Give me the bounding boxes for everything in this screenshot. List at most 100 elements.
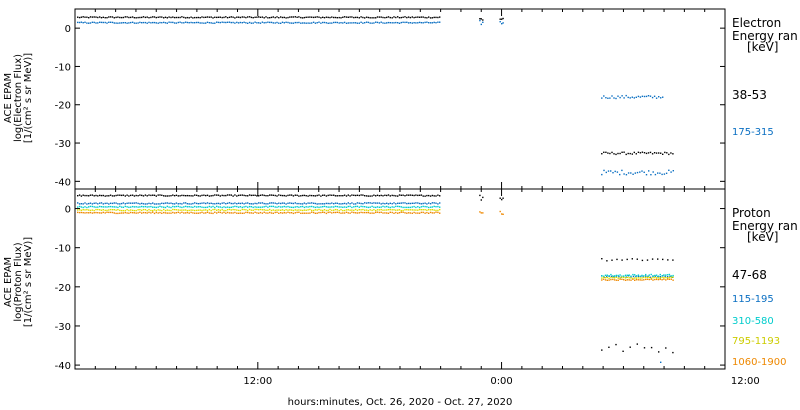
data-point [263,22,265,24]
data-point [250,209,253,211]
data-point [152,209,154,212]
data-point [144,205,147,208]
data-point [356,209,359,212]
data-point [395,195,397,197]
data-point [281,16,284,19]
data-point [194,22,196,24]
data-point [181,203,183,205]
data-point [146,16,148,18]
data-point [159,21,161,24]
data-point [601,153,603,155]
data-point [311,211,313,213]
data-point [606,279,608,281]
data-point [369,202,371,204]
data-point [292,202,295,205]
data-point [650,278,652,280]
data-point [398,205,401,208]
data-point [641,95,644,97]
data-point [345,206,348,208]
data-point [155,206,157,209]
data-point [188,203,190,205]
data-point [226,21,229,23]
data-point [637,151,640,153]
data-point [393,206,395,208]
data-point [338,16,340,19]
data-point [276,21,278,24]
data-point [362,211,364,214]
data-point [318,208,320,211]
data-point [602,276,605,278]
data-point [131,21,134,23]
data-point [84,16,86,18]
data-point [108,16,110,18]
data-point [636,343,638,345]
data-point [637,277,640,279]
data-point [393,209,395,211]
data-point [479,18,481,20]
data-point [225,212,227,214]
data-point [195,21,198,24]
data-point [177,211,179,213]
data-point [628,274,630,276]
data-point [201,16,203,18]
data-point [631,258,633,260]
data-point [331,209,333,212]
x-tick-label: 0:00 [490,376,512,387]
data-point [351,209,353,211]
data-point [312,16,315,19]
data-point [161,22,163,24]
data-point [300,16,302,19]
data-point [375,202,377,204]
data-point [380,208,382,211]
data-point [208,202,211,205]
data-point [234,205,236,208]
data-point [97,212,99,214]
data-point [137,16,139,19]
electron-y-label-line-2: log(Electron Flux) [13,54,24,142]
data-point [128,209,130,212]
data-point [175,194,178,196]
data-point [146,212,148,214]
data-point [245,202,247,204]
data-point [612,172,614,174]
data-point [265,212,267,214]
data-point [88,206,90,208]
data-point [343,202,346,205]
data-point [170,195,172,197]
data-point [194,212,196,214]
data-point [166,212,168,214]
data-point [371,212,373,214]
data-point [78,194,81,196]
data-point [655,278,658,281]
data-point [179,202,181,205]
data-point [395,203,397,205]
data-point [183,202,185,204]
data-point [342,212,344,214]
data-point [197,209,200,211]
proton-legend-entry-47-68: 47-68 [732,268,767,282]
data-point [435,16,437,19]
data-point [384,212,386,214]
data-point [100,17,103,19]
data-point [354,194,357,197]
data-point [347,209,349,211]
data-point [256,208,258,211]
data-point [109,202,112,204]
electron-legend: Electron Energy ran [keV] 38-53 175-315 [732,16,798,138]
data-point [77,202,79,204]
data-point [184,17,187,19]
data-point [300,195,302,197]
data-point [247,209,249,212]
data-point [354,203,357,205]
data-point [150,205,152,208]
data-point [86,194,88,197]
data-point [157,16,159,18]
data-point [117,209,119,211]
data-point [371,17,373,19]
data-point [206,21,209,23]
data-point [256,202,258,205]
data-point [111,209,114,211]
data-point [217,209,220,211]
data-point [89,211,92,214]
data-point [367,209,370,212]
